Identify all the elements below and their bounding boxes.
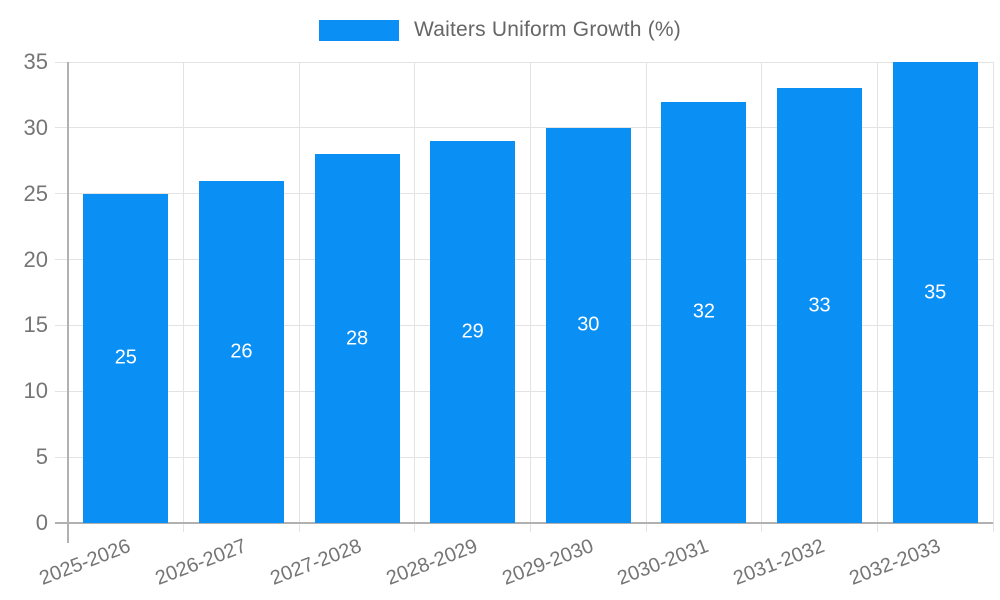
y-gridline (55, 456, 993, 458)
x-gridline (414, 62, 416, 532)
x-axis-tick-label: 2026-2027 (152, 535, 250, 590)
legend: Waiters Uniform Growth (%) (0, 18, 1000, 42)
x-axis-tick-label: 2028-2029 (383, 535, 481, 590)
bar[interactable] (198, 180, 284, 523)
y-axis-tick-label: 0 (35, 510, 48, 535)
y-axis-tick-label: 15 (23, 312, 48, 338)
y-gridline (55, 127, 993, 129)
y-gridline (55, 61, 993, 63)
x-gridline (992, 62, 994, 532)
y-gridline (55, 193, 993, 195)
x-axis-line (55, 522, 993, 524)
bar-value-label: 30 (577, 313, 600, 336)
bar-value-label: 33 (808, 294, 831, 317)
y-gridline (55, 390, 993, 392)
y-axis-tick-label: 5 (35, 444, 48, 470)
bar[interactable] (661, 101, 747, 523)
bar-value-label: 28 (345, 327, 369, 350)
y-axis-tick-label: 20 (23, 246, 48, 272)
bar[interactable] (545, 127, 631, 523)
legend-item[interactable]: Waiters Uniform Growth (%) (319, 18, 681, 42)
x-gridline (530, 62, 531, 532)
bar-value-label: 35 (924, 281, 947, 303)
y-axis-tick-label: 30 (23, 114, 48, 140)
bar-value-label: 32 (692, 300, 716, 323)
bar[interactable] (430, 141, 516, 523)
bar[interactable] (777, 88, 863, 523)
bar[interactable] (892, 62, 978, 523)
x-axis-tick-label: 2025-2026 (36, 535, 134, 590)
y-gridline (55, 324, 993, 326)
legend-swatch (319, 19, 400, 41)
bar[interactable] (83, 193, 169, 523)
bar[interactable] (314, 154, 400, 523)
bar-value-label: 29 (461, 320, 484, 343)
x-gridline (298, 62, 300, 532)
y-gridline (55, 259, 993, 261)
y-axis-tick-label: 35 (23, 49, 48, 74)
x-axis-tick-label: 2027-2028 (267, 535, 365, 590)
x-axis-tick-label: 2032-2033 (845, 535, 944, 590)
x-gridline (183, 62, 185, 532)
y-axis-tick-label: 25 (23, 180, 48, 206)
x-axis-tick-label: 2031-2032 (730, 535, 828, 590)
x-axis-tick-label: 2030-2031 (614, 535, 712, 590)
y-axis-line (67, 62, 69, 543)
x-axis-tick-label: 2029-2030 (499, 535, 597, 590)
bar-value-label: 26 (230, 340, 253, 363)
x-gridline (645, 62, 647, 532)
x-gridline (876, 62, 878, 532)
bar-value-label: 25 (114, 346, 137, 369)
y-axis-tick-label: 10 (23, 378, 48, 404)
x-gridline (761, 62, 763, 532)
legend-label: Waiters Uniform Growth (%) (414, 18, 681, 41)
